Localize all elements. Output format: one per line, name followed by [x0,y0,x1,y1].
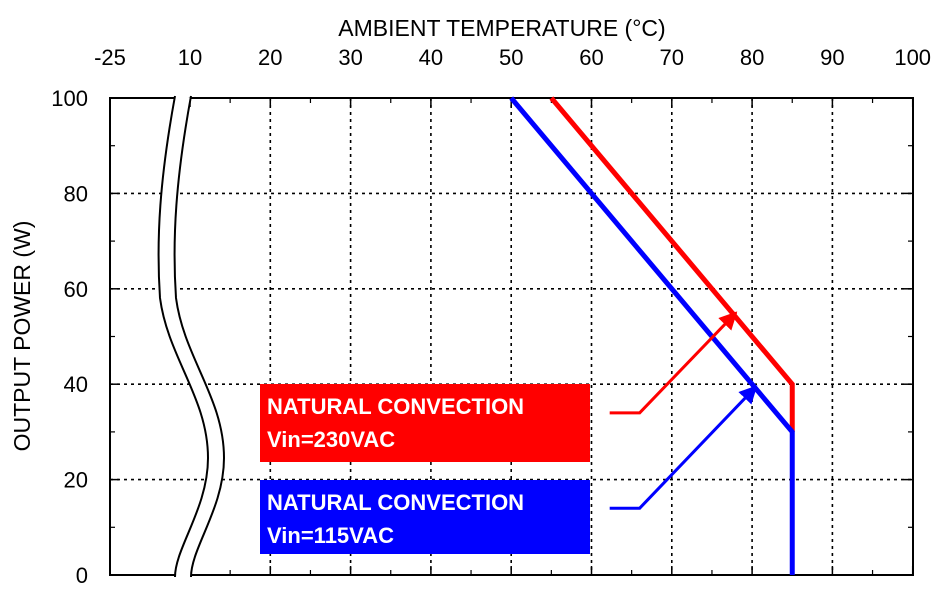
annotation-arrow-0 [609,311,738,415]
axis-break-line [173,95,226,578]
series-label-line1-1: NATURAL CONVECTION [267,490,524,515]
x-tick-label: 50 [499,45,523,70]
y-tick-label: 60 [64,277,88,302]
series-label-box-1 [260,480,590,554]
x-tick-labels: -25 10 20 30 40 50 60 70 80 90 100 [94,45,931,70]
series-lines [509,96,795,575]
series-labels: NATURAL CONVECTION Vin=230VAC NATURAL CONV… [260,311,758,554]
y-tick-label: 0 [76,563,88,588]
y-tick-labels: 100 80 60 40 20 0 [51,86,88,588]
x-tick-label: 30 [338,45,362,70]
x-tick-label: 10 [178,45,202,70]
series-label-box-0 [260,384,590,462]
x-tick-label: 60 [579,45,603,70]
x-tick-label: 100 [894,45,931,70]
series-label-line1-0: NATURAL CONVECTION [267,394,524,419]
y-tick-label: 80 [64,181,88,206]
axis-break [157,94,226,578]
x-tick-label: 90 [820,45,844,70]
series-label-line2-1: Vin=115VAC [267,523,394,548]
series-label-line2-0: Vin=230VAC [267,427,395,452]
series-line-1 [509,96,795,575]
x-tick-label: 20 [258,45,282,70]
y-axis-title: OUTPUT POWER (W) [9,221,35,452]
series-line-0 [549,96,795,432]
annotation-arrow-1 [609,385,758,510]
y-tick-label: 100 [51,86,88,111]
axis-break-line [157,95,210,578]
axis-break-gap [158,94,225,578]
x-tick-label: 40 [419,45,443,70]
x-tick-label: 70 [660,45,684,70]
x-tick-label: -25 [94,45,126,70]
y-tick-label: 40 [64,372,88,397]
x-tick-label: 80 [740,45,764,70]
x-axis-title: AMBIENT TEMPERATURE (°C) [338,15,665,41]
y-tick-label: 20 [64,468,88,493]
